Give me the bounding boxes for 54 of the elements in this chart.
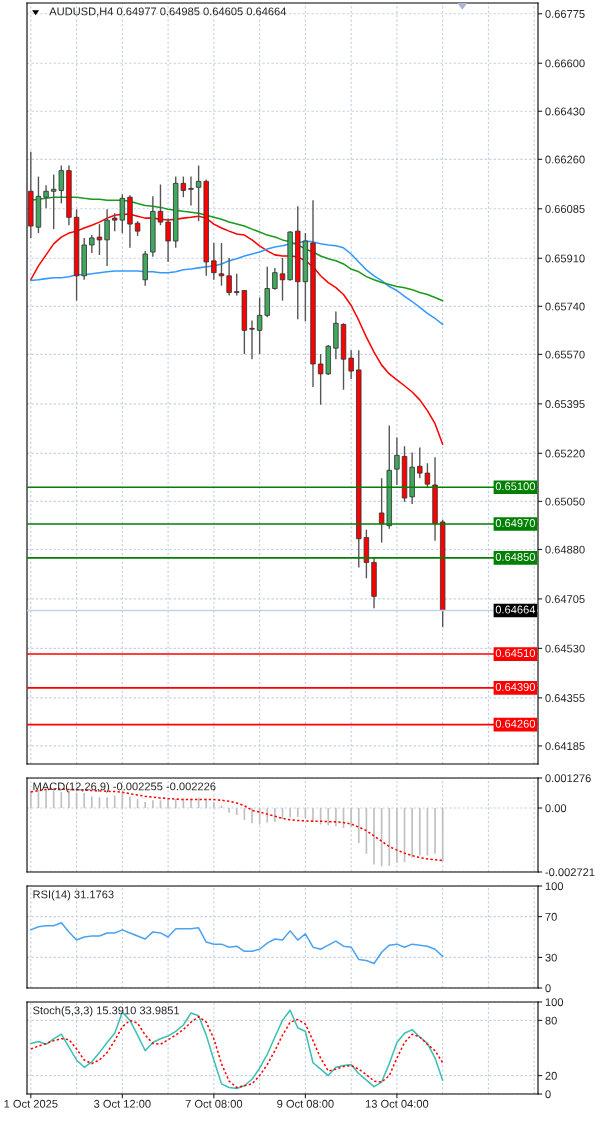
x-tick-label: 13 Oct 04:00 <box>365 1099 429 1108</box>
candlestick <box>249 319 255 360</box>
y-tick-label: 0.64530 <box>545 644 585 653</box>
x-tick-label: 1 Oct 2025 <box>4 1099 58 1108</box>
y-tick-label: 0 <box>545 984 551 993</box>
ref-line-label: 0.64260 <box>495 719 536 728</box>
y-tick-label: 0.65740 <box>545 302 585 311</box>
chart-title: Stoch(5,3,3) 15.3910 33.9851 <box>33 1006 180 1017</box>
y-tick-label: 100 <box>545 998 564 1007</box>
y-tick-label: 0.65570 <box>545 350 585 359</box>
chart-title: AUDUSD,H4 0.64977 0.64985 0.64605 0.64664 <box>49 7 287 17</box>
y-tick-label: 0.66600 <box>545 59 585 68</box>
candlestick <box>43 184 49 209</box>
y-tick-label: 0.66260 <box>545 155 585 164</box>
ref-line-label: 0.64664 <box>495 605 536 614</box>
y-tick-label: 0.66085 <box>545 205 585 213</box>
candlestick <box>272 267 278 291</box>
y-tick-label: 0.00 <box>545 804 567 813</box>
y-tick-label: 80 <box>545 1016 557 1025</box>
y-tick-label: -0.002721 <box>545 868 595 877</box>
line-series <box>30 921 444 965</box>
ref-line-label: 0.64850 <box>495 553 536 561</box>
candlestick <box>188 175 194 207</box>
y-tick-label: 0.65220 <box>545 449 585 458</box>
y-tick-label: 0.66430 <box>545 107 585 116</box>
candlestick <box>104 208 110 267</box>
y-tick-label: 0.64355 <box>545 694 585 702</box>
x-tick-label: 3 Oct 12:00 <box>94 1099 151 1108</box>
y-tick-label: 0.64185 <box>545 742 585 751</box>
ref-line-label: 0.65100 <box>495 482 536 491</box>
x-tick-label: 9 Oct 08:00 <box>277 1099 334 1108</box>
y-tick-label: 0.65910 <box>545 254 585 263</box>
chart-title: MACD(12,26,9) -0.002255 -0.002226 <box>33 782 216 793</box>
candlestick <box>226 257 232 297</box>
y-tick-label: 0.64880 <box>545 545 585 554</box>
line-series <box>30 240 444 326</box>
ref-line-label: 0.64390 <box>495 683 536 691</box>
y-tick-label: 0.64705 <box>545 595 585 604</box>
y-tick-label: 20 <box>545 1071 557 1080</box>
y-tick-label: 0.65050 <box>545 497 585 506</box>
candlestick <box>96 223 103 256</box>
y-tick-label: 70 <box>545 912 557 921</box>
candlestick <box>218 242 225 287</box>
y-tick-label: 0 <box>545 1090 551 1099</box>
candlestick <box>279 257 286 302</box>
y-tick-label: 0.65395 <box>545 400 585 408</box>
x-tick-label: 7 Oct 08:00 <box>185 1099 243 1108</box>
y-tick-label: 100 <box>545 882 564 891</box>
y-tick-label: 30 <box>545 953 557 962</box>
ref-line-label: 0.64970 <box>495 519 536 527</box>
ref-line-label: 0.64510 <box>495 649 536 658</box>
y-tick-label: 0.001276 <box>545 774 591 783</box>
chart-title: RSI(14) 31.1763 <box>33 890 114 901</box>
y-tick-label: 0.66775 <box>545 10 585 18</box>
